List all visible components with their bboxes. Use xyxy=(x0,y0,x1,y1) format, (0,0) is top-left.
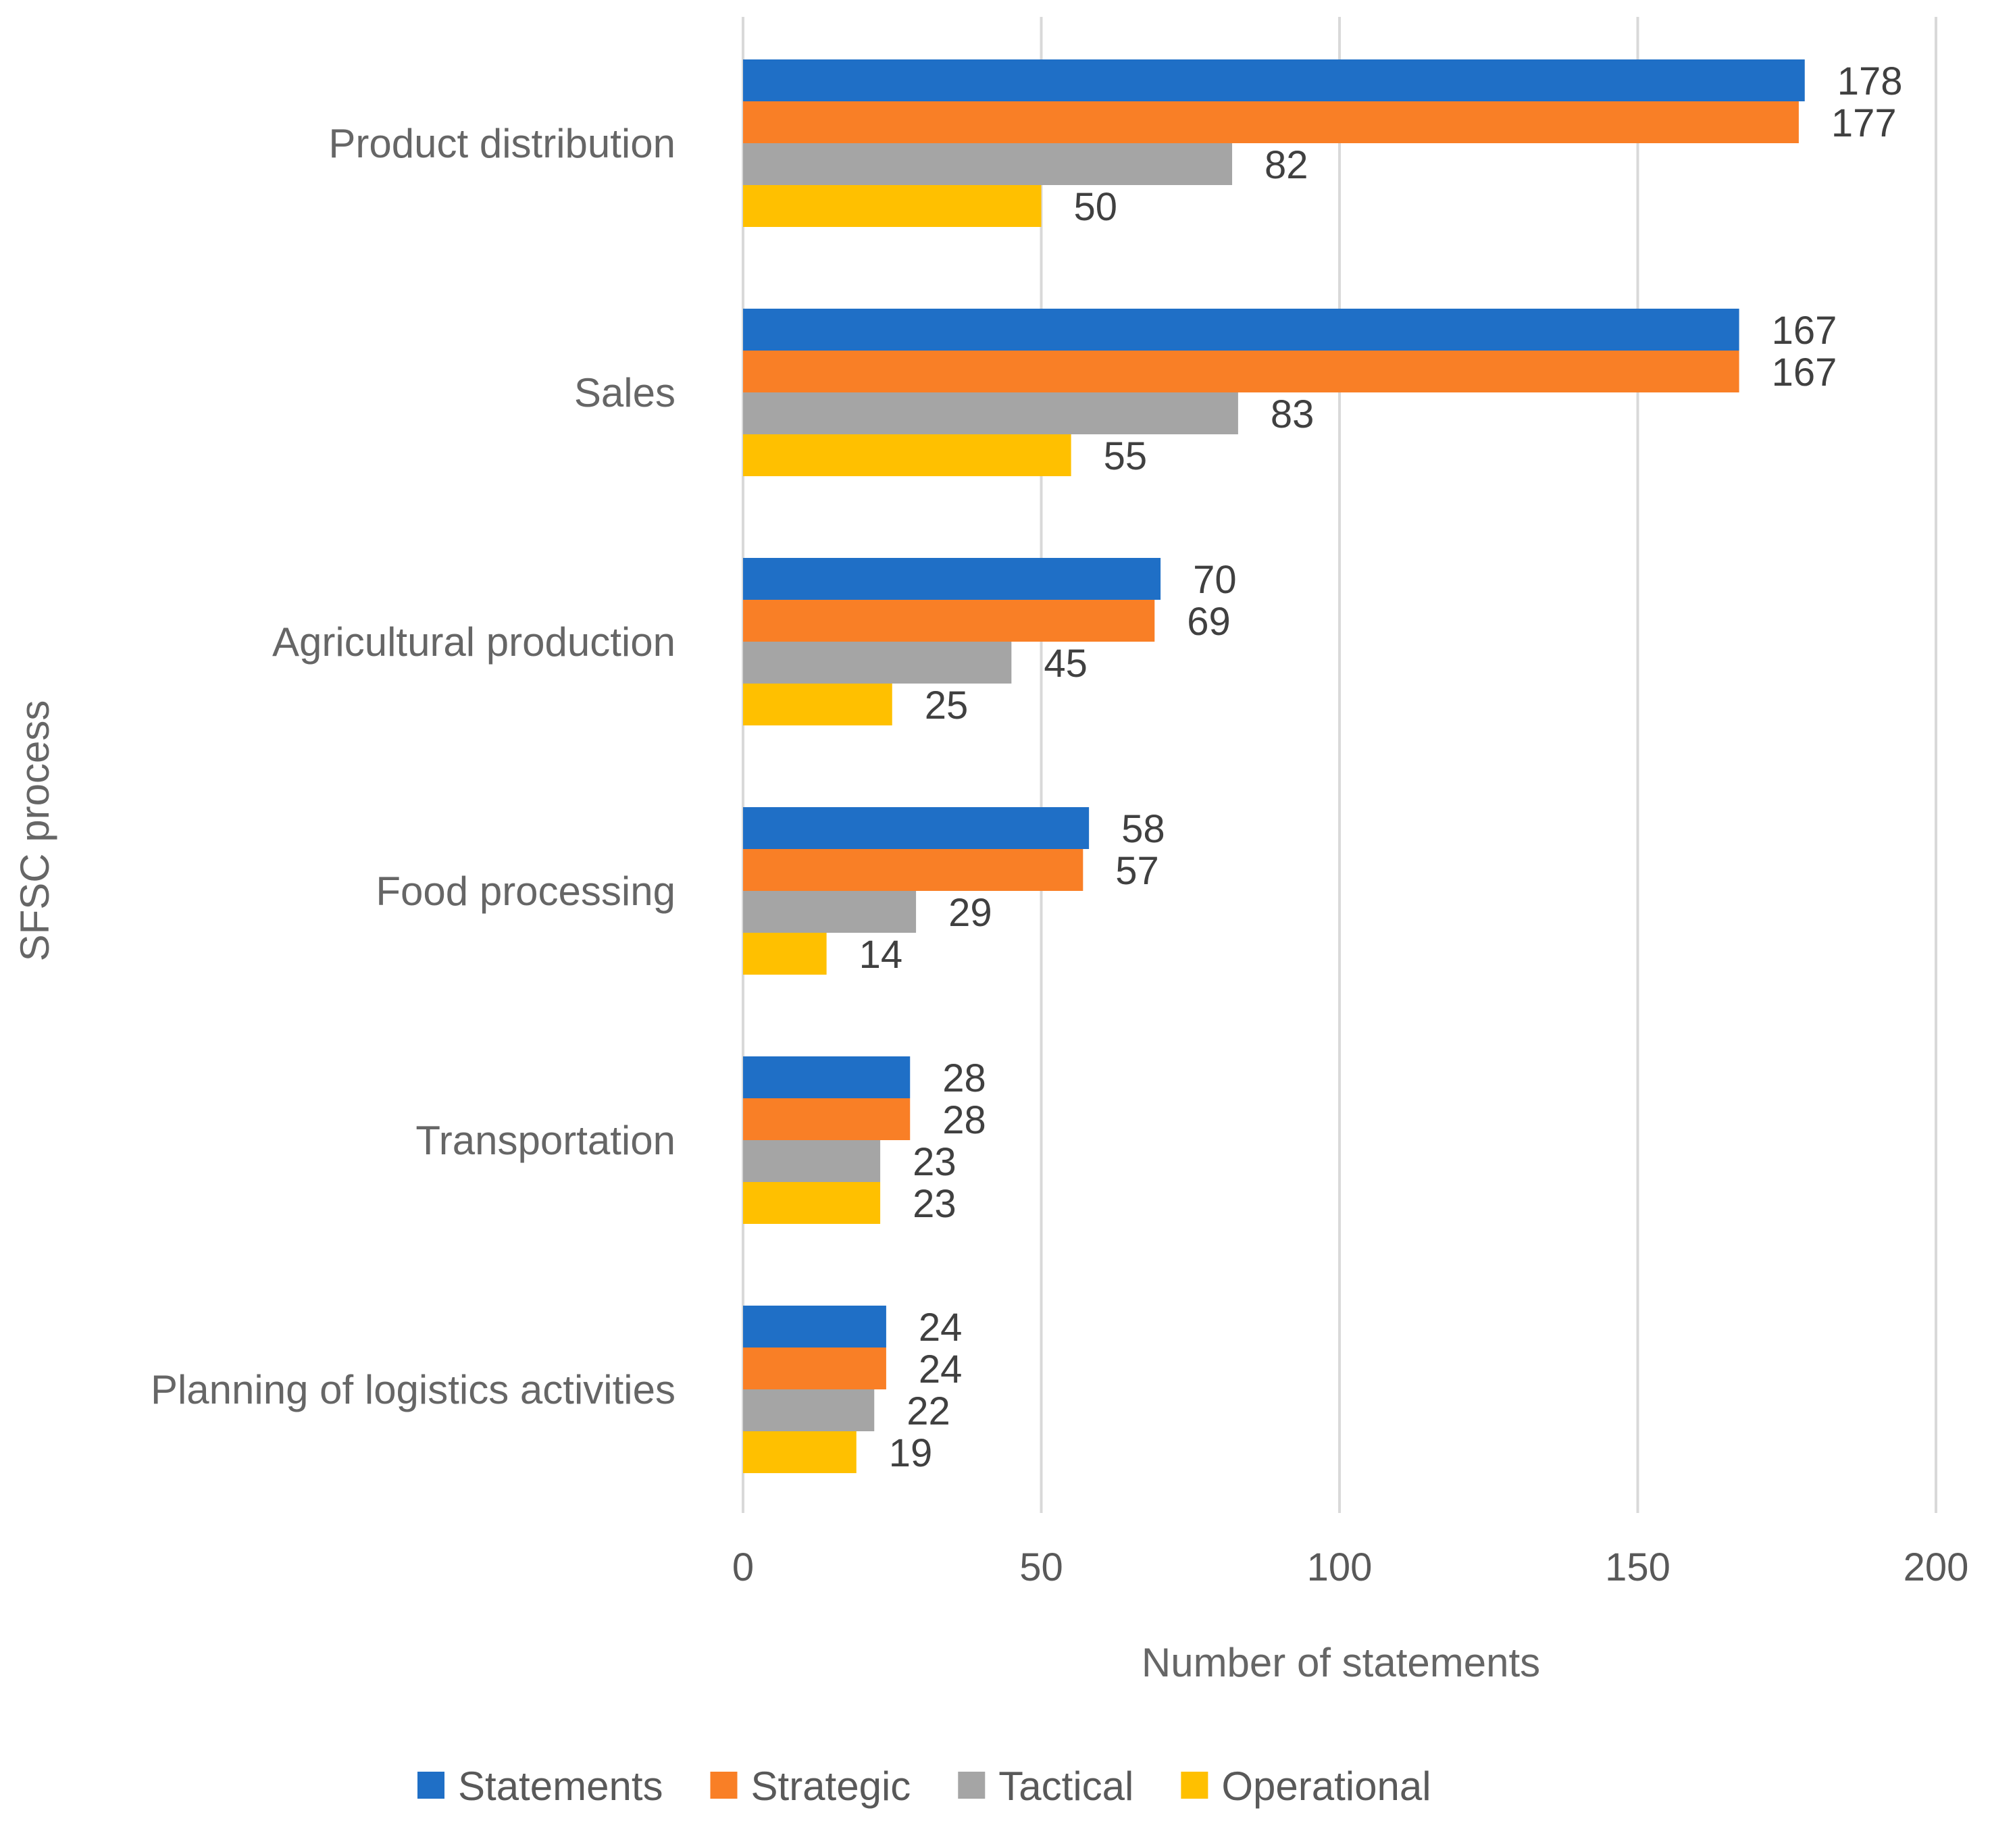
bar xyxy=(743,849,1083,891)
legend-label: Operational xyxy=(1221,1764,1431,1809)
data-label: 14 xyxy=(859,933,903,977)
data-label: 24 xyxy=(919,1348,963,1391)
category-label: Food processing xyxy=(376,869,675,914)
data-label: 50 xyxy=(1074,185,1118,229)
data-label: 28 xyxy=(942,1056,986,1100)
data-label: 83 xyxy=(1271,392,1315,436)
data-label: 23 xyxy=(913,1140,956,1184)
x-tick-label: 0 xyxy=(732,1545,754,1589)
bar xyxy=(743,101,1799,143)
data-label: 55 xyxy=(1104,434,1148,478)
data-label: 23 xyxy=(913,1182,956,1226)
data-label: 28 xyxy=(942,1098,986,1142)
bar xyxy=(743,684,892,725)
data-label: 19 xyxy=(889,1431,933,1475)
legend-label: Statements xyxy=(458,1764,663,1809)
data-label: 24 xyxy=(919,1306,963,1350)
category-label: Sales xyxy=(574,370,675,415)
data-label: 70 xyxy=(1193,558,1237,602)
legend: Statements Strategic Tactical Operational xyxy=(417,1764,1431,1809)
bar xyxy=(743,1056,911,1098)
bar xyxy=(743,600,1155,642)
bar xyxy=(743,1306,886,1348)
data-label: 167 xyxy=(1772,351,1837,394)
bar xyxy=(743,933,827,975)
bar xyxy=(743,309,1739,351)
legend-label: Strategic xyxy=(751,1764,911,1809)
category-label: Product distribution xyxy=(328,121,675,166)
bar xyxy=(743,185,1042,227)
x-tick-label: 50 xyxy=(1019,1545,1063,1589)
bar xyxy=(743,891,917,933)
data-label: 167 xyxy=(1772,309,1837,353)
category-label: Planning of logistics activities xyxy=(151,1367,675,1412)
data-label: 178 xyxy=(1837,59,1903,103)
data-label: 45 xyxy=(1044,642,1088,686)
bar xyxy=(743,392,1238,434)
legend-swatch xyxy=(417,1772,444,1799)
bar xyxy=(743,143,1233,185)
legend-label: Tactical xyxy=(998,1764,1133,1809)
bar xyxy=(743,807,1090,849)
bars xyxy=(743,59,1805,1473)
bar xyxy=(743,1182,881,1224)
bar xyxy=(743,1098,911,1140)
bar xyxy=(743,558,1161,600)
data-label: 58 xyxy=(1121,807,1165,851)
x-tick-label: 100 xyxy=(1307,1545,1373,1589)
bar xyxy=(743,642,1012,684)
bar xyxy=(743,351,1739,392)
bar xyxy=(743,434,1071,476)
x-tick-label: 200 xyxy=(1904,1545,1969,1589)
data-label: 177 xyxy=(1831,101,1897,145)
bar xyxy=(743,1389,875,1431)
x-tick-labels: 0 50 100 150 200 xyxy=(732,1545,1969,1589)
data-label: 25 xyxy=(925,684,969,727)
legend-swatch xyxy=(710,1772,738,1799)
y-axis-title: SFSC process xyxy=(12,700,57,962)
legend-swatch xyxy=(958,1772,986,1799)
data-label: 69 xyxy=(1187,600,1231,644)
bar xyxy=(743,1431,857,1473)
category-label: Transportation xyxy=(415,1118,675,1163)
legend-swatch xyxy=(1181,1772,1208,1799)
gridlines xyxy=(742,17,1937,1513)
category-labels: Product distribution Sales Agricultural pr… xyxy=(151,121,675,1412)
category-label: Agricultural production xyxy=(272,619,675,665)
bar xyxy=(743,1348,886,1389)
x-axis-title: Number of statements xyxy=(1142,1640,1540,1685)
data-label: 57 xyxy=(1115,849,1159,893)
bar xyxy=(743,59,1805,101)
data-label: 29 xyxy=(948,891,992,935)
data-label: 22 xyxy=(907,1389,950,1433)
data-label: 82 xyxy=(1265,143,1308,187)
bar xyxy=(743,1140,881,1182)
x-tick-label: 150 xyxy=(1605,1545,1670,1589)
